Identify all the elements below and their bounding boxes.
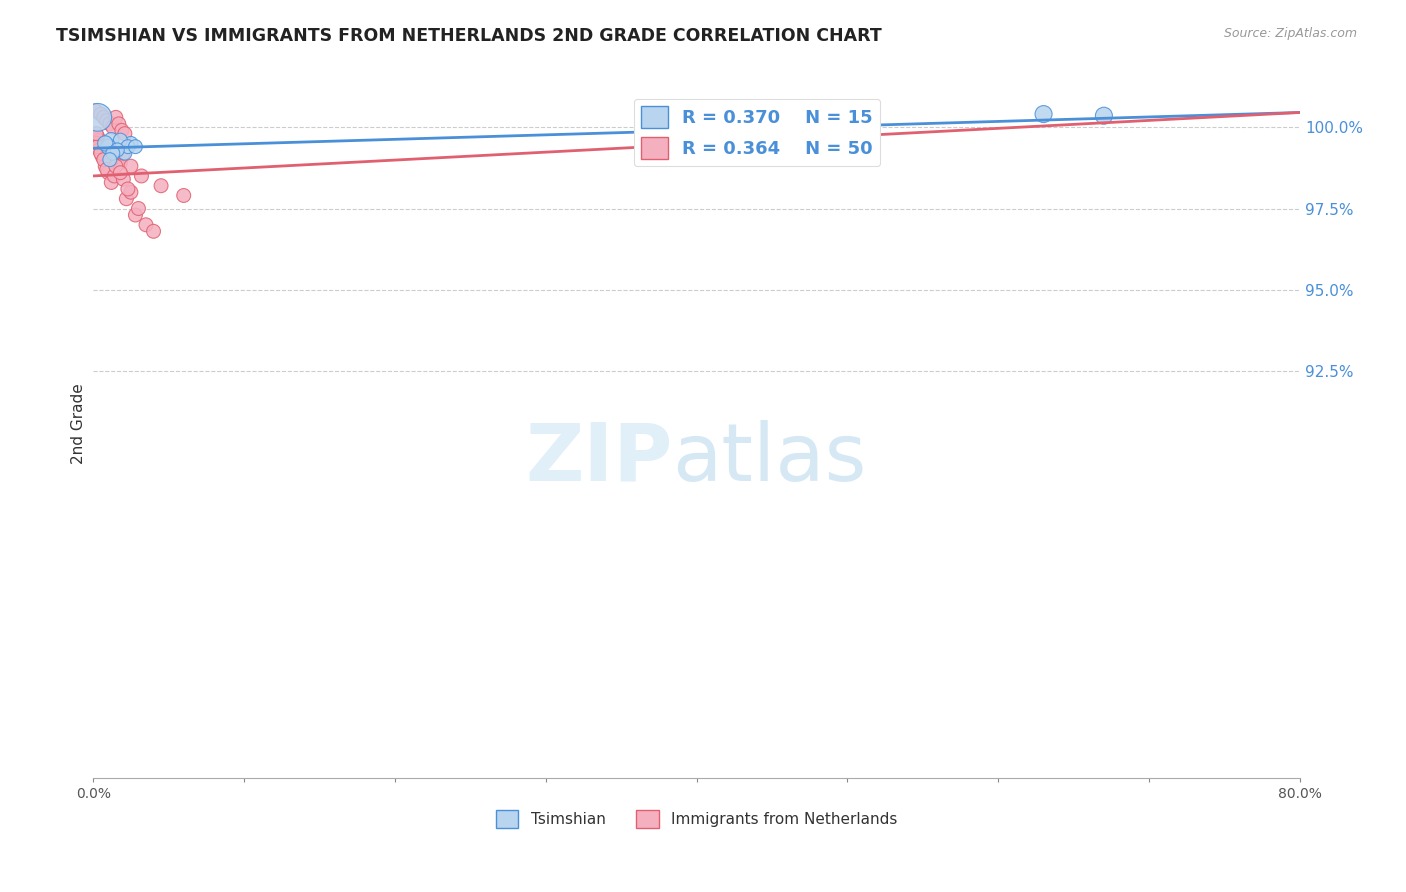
Point — [89, 143, 111, 157]
Point — [100, 133, 122, 147]
Text: Source: ZipAtlas.com: Source: ZipAtlas.com — [1223, 27, 1357, 40]
Point — [100, 176, 122, 190]
Point — [90, 146, 112, 161]
Point — [124, 139, 146, 153]
Point — [93, 153, 115, 167]
Point — [114, 127, 136, 141]
Point — [84, 103, 107, 118]
Point — [96, 113, 118, 128]
Point — [94, 136, 117, 151]
Point — [103, 169, 125, 183]
Point — [127, 202, 149, 216]
Point — [117, 139, 139, 153]
Point — [100, 153, 122, 167]
Point — [94, 143, 117, 157]
Point — [101, 146, 124, 161]
Text: atlas: atlas — [672, 420, 868, 498]
Point — [120, 186, 142, 200]
Y-axis label: 2nd Grade: 2nd Grade — [72, 383, 86, 464]
Point — [105, 143, 128, 157]
Point — [86, 136, 108, 151]
Point — [93, 139, 115, 153]
Point — [91, 149, 114, 163]
Point — [111, 123, 134, 137]
Point — [91, 139, 114, 153]
Point — [1092, 109, 1115, 123]
Point — [86, 139, 108, 153]
Point — [90, 136, 112, 151]
Point — [105, 153, 128, 167]
Point — [98, 146, 121, 161]
Point — [150, 178, 173, 193]
Legend: Tsimshian, Immigrants from Netherlands: Tsimshian, Immigrants from Netherlands — [489, 804, 904, 834]
Point — [124, 208, 146, 222]
Point — [173, 188, 195, 202]
Point — [135, 218, 157, 232]
Point — [86, 129, 108, 144]
Point — [101, 120, 124, 135]
Point — [97, 149, 120, 163]
Point — [84, 127, 107, 141]
Point — [94, 159, 117, 173]
Point — [104, 143, 127, 157]
Point — [93, 111, 115, 125]
Point — [103, 149, 125, 163]
Point — [1032, 107, 1054, 121]
Point — [96, 143, 118, 157]
Point — [114, 146, 136, 161]
Point — [97, 139, 120, 153]
Point — [120, 159, 142, 173]
Point — [97, 166, 120, 180]
Point — [117, 182, 139, 196]
Point — [96, 162, 118, 177]
Point — [131, 169, 153, 183]
Point — [98, 153, 121, 167]
Point — [110, 156, 132, 170]
Point — [89, 133, 111, 147]
Point — [98, 117, 121, 131]
Point — [104, 159, 127, 173]
Point — [104, 111, 127, 125]
Point — [120, 136, 142, 151]
Point — [142, 224, 165, 238]
Point — [115, 192, 138, 206]
Text: TSIMSHIAN VS IMMIGRANTS FROM NETHERLANDS 2ND GRADE CORRELATION CHART: TSIMSHIAN VS IMMIGRANTS FROM NETHERLANDS… — [56, 27, 882, 45]
Point — [86, 111, 108, 125]
Text: ZIP: ZIP — [526, 420, 672, 498]
Point — [110, 166, 132, 180]
Point — [112, 146, 135, 161]
Point — [90, 107, 112, 121]
Point — [110, 133, 132, 147]
Point — [108, 117, 131, 131]
Point — [112, 172, 135, 186]
